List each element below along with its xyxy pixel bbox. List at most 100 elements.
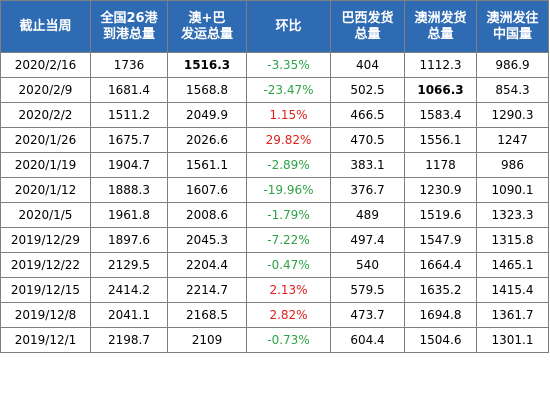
brazil-shipments-cell: 470.5: [330, 127, 405, 153]
australia-shipments-cell: 1230.9: [404, 177, 477, 203]
brazil-shipments-cell: 604.4: [330, 327, 405, 353]
total-shipments-cell: 1568.8: [167, 77, 247, 103]
port-arrivals-cell: 2129.5: [90, 252, 168, 278]
header-label-line: 澳+巴: [188, 10, 226, 26]
australia-shipments-cell: 1519.6: [404, 202, 477, 228]
port-arrivals-cell: 1511.2: [90, 102, 168, 128]
brazil-shipments-cell: 540: [330, 252, 405, 278]
australia-shipments-cell: 1556.1: [404, 127, 477, 153]
port-arrivals-cell: 1904.7: [90, 152, 168, 178]
table-row: 2020/2/9 1681.4 1568.8 -23.47% 502.5 1066.3 85…: [0, 77, 549, 103]
header-label-line: 发运总量: [180, 26, 233, 42]
table-row: 2019/12/1 2198.7 2109 -0.73% 604.4 1504.6 1301…: [0, 327, 549, 353]
port-arrivals-cell: 2198.7: [90, 327, 168, 353]
header-week-over-week: 环比: [246, 0, 331, 53]
week-over-week-cell: 2.82%: [246, 302, 331, 328]
australia-shipments-cell: 1112.3: [404, 52, 477, 78]
total-shipments-cell: 1561.1: [167, 152, 247, 178]
table-body: 2020/2/16 1736 1516.3 -3.35% 404 1112.3 986.9 2…: [0, 52, 549, 353]
port-arrivals-cell: 2041.1: [90, 302, 168, 328]
australia-to-china-cell: 1290.3: [476, 102, 549, 128]
brazil-shipments-cell: 383.1: [330, 152, 405, 178]
australia-to-china-cell: 1361.7: [476, 302, 549, 328]
week-over-week-cell: -0.73%: [246, 327, 331, 353]
brazil-shipments-cell: 466.5: [330, 102, 405, 128]
week-cell: 2020/1/19: [0, 152, 91, 178]
table-row: 2019/12/15 2414.2 2214.7 2.13% 579.5 1635.2 14…: [0, 277, 549, 303]
week-cell: 2019/12/15: [0, 277, 91, 303]
australia-to-china-cell: 1415.4: [476, 277, 549, 303]
table-row: 2020/1/19 1904.7 1561.1 -2.89% 383.1 1178 986: [0, 152, 549, 178]
table-row: 2019/12/22 2129.5 2204.4 -0.47% 540 1664.4 146…: [0, 252, 549, 278]
port-arrivals-cell: 1736: [90, 52, 168, 78]
port-arrivals-cell: 1961.8: [90, 202, 168, 228]
total-shipments-cell: 2168.5: [167, 302, 247, 328]
header-label-line: 到港总量: [102, 26, 155, 42]
week-cell: 2020/2/9: [0, 77, 91, 103]
week-over-week-cell: 1.15%: [246, 102, 331, 128]
header-week: 截止当周: [0, 0, 91, 53]
total-shipments-cell: 2204.4: [167, 252, 247, 278]
header-australia-shipments: 澳洲发货 总量: [404, 0, 477, 53]
header-label-line: 巴西发货: [341, 10, 394, 26]
week-cell: 2019/12/29: [0, 227, 91, 253]
australia-to-china-cell: 1301.1: [476, 327, 549, 353]
australia-shipments-cell: 1504.6: [404, 327, 477, 353]
header-label-line: 总量: [354, 26, 381, 42]
header-label-line: 中国量: [492, 26, 532, 42]
week-over-week-cell: -0.47%: [246, 252, 331, 278]
port-arrivals-cell: 1888.3: [90, 177, 168, 203]
total-shipments-cell: 2109: [167, 327, 247, 353]
header-label-line: 全国26港: [100, 10, 158, 26]
brazil-shipments-cell: 497.4: [330, 227, 405, 253]
australia-to-china-cell: 986.9: [476, 52, 549, 78]
week-over-week-cell: -2.89%: [246, 152, 331, 178]
brazil-shipments-cell: 579.5: [330, 277, 405, 303]
brazil-shipments-cell: 473.7: [330, 302, 405, 328]
header-brazil-shipments: 巴西发货 总量: [330, 0, 405, 53]
australia-shipments-cell: 1547.9: [404, 227, 477, 253]
brazil-shipments-cell: 502.5: [330, 77, 405, 103]
header-week-label: 截止当周: [19, 18, 72, 34]
australia-shipments-cell: 1178: [404, 152, 477, 178]
week-cell: 2019/12/1: [0, 327, 91, 353]
brazil-shipments-cell: 489: [330, 202, 405, 228]
table-row: 2020/1/26 1675.7 2026.6 29.82% 470.5 1556.1 12…: [0, 127, 549, 153]
week-cell: 2020/1/12: [0, 177, 91, 203]
australia-shipments-cell: 1583.4: [404, 102, 477, 128]
table-row: 2019/12/29 1897.6 2045.3 -7.22% 497.4 1547.9 1…: [0, 227, 549, 253]
header-australia-to-china: 澳洲发往 中国量: [476, 0, 549, 53]
table-row: 2020/1/5 1961.8 2008.6 -1.79% 489 1519.6 1323.…: [0, 202, 549, 228]
australia-to-china-cell: 1247: [476, 127, 549, 153]
table-row: 2020/1/12 1888.3 1607.6 -19.96% 376.7 1230.9 1…: [0, 177, 549, 203]
header-port-arrivals: 全国26港 到港总量: [90, 0, 168, 53]
week-over-week-cell: -1.79%: [246, 202, 331, 228]
iron-ore-shipment-table: 截止当周 全国26港 到港总量 澳+巴 发运总量 环比 巴西发货 总量 澳洲发货 总量 …: [0, 0, 549, 353]
australia-to-china-cell: 1315.8: [476, 227, 549, 253]
week-over-week-cell: -19.96%: [246, 177, 331, 203]
header-label-line: 澳洲发往: [486, 10, 539, 26]
header-wow-label: 环比: [275, 18, 302, 34]
week-cell: 2019/12/22: [0, 252, 91, 278]
header-label-line: 澳洲发货: [414, 10, 467, 26]
australia-shipments-cell: 1635.2: [404, 277, 477, 303]
header-total-shipments: 澳+巴 发运总量: [167, 0, 247, 53]
total-shipments-cell: 2214.7: [167, 277, 247, 303]
australia-to-china-cell: 1465.1: [476, 252, 549, 278]
week-cell: 2020/2/16: [0, 52, 91, 78]
table-row: 2019/12/8 2041.1 2168.5 2.82% 473.7 1694.8 136…: [0, 302, 549, 328]
australia-shipments-cell: 1066.3: [404, 77, 477, 103]
week-cell: 2020/1/26: [0, 127, 91, 153]
total-shipments-cell: 1516.3: [167, 52, 247, 78]
brazil-shipments-cell: 404: [330, 52, 405, 78]
header-row: 截止当周 全国26港 到港总量 澳+巴 发运总量 环比 巴西发货 总量 澳洲发货 总量 …: [0, 0, 549, 53]
table-header: 截止当周 全国26港 到港总量 澳+巴 发运总量 环比 巴西发货 总量 澳洲发货 总量 …: [0, 0, 549, 53]
port-arrivals-cell: 1897.6: [90, 227, 168, 253]
total-shipments-cell: 1607.6: [167, 177, 247, 203]
week-cell: 2020/1/5: [0, 202, 91, 228]
australia-to-china-cell: 1323.3: [476, 202, 549, 228]
port-arrivals-cell: 2414.2: [90, 277, 168, 303]
australia-shipments-cell: 1694.8: [404, 302, 477, 328]
week-over-week-cell: 29.82%: [246, 127, 331, 153]
total-shipments-cell: 2045.3: [167, 227, 247, 253]
